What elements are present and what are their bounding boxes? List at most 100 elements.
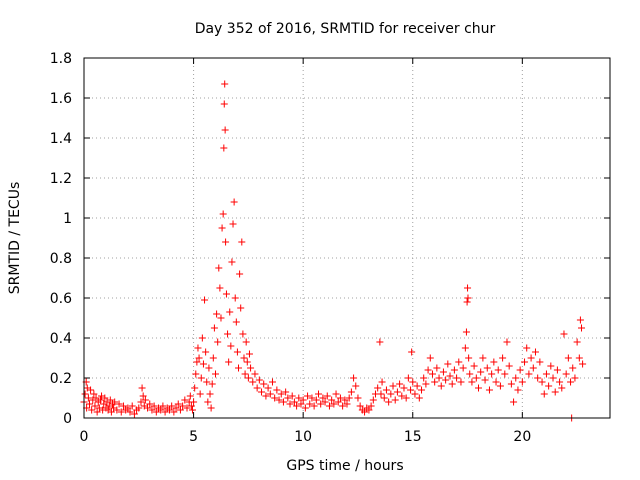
data-point — [194, 344, 202, 352]
data-point — [213, 310, 221, 318]
data-point — [266, 390, 274, 398]
data-point — [186, 392, 194, 400]
data-point — [279, 398, 287, 406]
data-point — [396, 380, 404, 388]
data-point — [420, 374, 428, 382]
data-point — [510, 398, 518, 406]
data-point — [150, 402, 158, 410]
data-point — [428, 370, 436, 378]
data-point — [212, 370, 219, 378]
data-point — [87, 386, 95, 394]
data-point — [521, 358, 529, 366]
data-point — [562, 370, 570, 378]
x-axis-label: GPS time / hours — [286, 458, 403, 474]
x-tick-label: 5 — [189, 429, 198, 445]
data-point — [207, 404, 215, 412]
data-point — [214, 338, 222, 346]
data-point — [144, 404, 152, 412]
y-tick-label: 0 — [63, 411, 72, 427]
data-point — [210, 324, 218, 332]
data-point — [161, 408, 169, 416]
plot-border — [83, 57, 611, 419]
data-point — [81, 390, 89, 398]
data-point — [222, 238, 230, 246]
data-point — [536, 358, 544, 366]
data-point — [191, 384, 199, 392]
data-point — [382, 386, 390, 394]
data-point — [328, 396, 336, 404]
data-point — [170, 408, 178, 416]
data-point — [354, 394, 362, 402]
data-point — [217, 314, 225, 322]
data-point — [239, 330, 247, 338]
data-point — [488, 370, 496, 378]
data-point — [236, 270, 244, 278]
data-point — [255, 376, 263, 384]
data-point — [446, 372, 454, 380]
data-point — [196, 390, 204, 398]
data-point — [201, 296, 209, 304]
data-point — [564, 354, 572, 362]
y-tick-label: 0.6 — [50, 291, 72, 307]
data-point — [499, 354, 507, 362]
data-point — [176, 406, 184, 414]
data-point — [448, 380, 456, 388]
data-point — [481, 376, 489, 384]
data-point — [204, 398, 212, 406]
data-point — [538, 378, 546, 386]
data-point — [492, 378, 500, 386]
data-point — [393, 388, 401, 396]
data-point — [408, 348, 416, 356]
data-point — [461, 344, 469, 352]
data-point — [195, 354, 203, 362]
data-point — [356, 402, 364, 410]
data-point — [463, 298, 471, 306]
data-point — [450, 366, 458, 374]
data-point — [241, 370, 249, 378]
data-point — [505, 362, 513, 370]
data-point — [232, 318, 240, 326]
data-point — [96, 396, 104, 404]
data-point — [240, 354, 248, 362]
y-tick-label: 1 — [63, 211, 72, 227]
data-point — [268, 378, 276, 386]
data-point — [92, 394, 100, 402]
data-point — [152, 408, 160, 416]
data-point — [215, 264, 223, 272]
data-point — [464, 294, 472, 302]
data-point — [126, 408, 134, 416]
data-point — [111, 398, 119, 406]
data-point — [347, 388, 355, 396]
data-point — [435, 374, 443, 382]
data-point — [385, 398, 393, 406]
data-point — [579, 360, 587, 368]
data-point — [315, 390, 323, 398]
data-point — [230, 198, 238, 206]
data-point — [402, 394, 410, 402]
y-tick-label: 1.6 — [50, 91, 72, 107]
data-point — [202, 348, 210, 356]
data-point — [107, 408, 115, 416]
data-point — [345, 394, 353, 402]
data-point — [319, 394, 327, 402]
data-point — [527, 354, 535, 362]
data-point — [288, 392, 296, 400]
data-point — [549, 374, 557, 382]
data-point — [413, 382, 421, 390]
data-point — [203, 378, 211, 386]
data-point — [235, 364, 243, 372]
data-point — [106, 396, 114, 404]
data-point — [465, 354, 473, 362]
data-point — [317, 400, 325, 408]
data-point — [415, 394, 423, 402]
data-point — [407, 386, 415, 394]
data-point — [380, 394, 388, 402]
data-point — [475, 384, 482, 392]
data-point — [367, 402, 375, 410]
y-tick-label: 1.8 — [50, 51, 72, 67]
data-point — [377, 390, 385, 398]
data-point — [247, 364, 255, 372]
data-point — [284, 394, 292, 402]
data-point — [190, 398, 198, 406]
data-point — [411, 390, 419, 398]
